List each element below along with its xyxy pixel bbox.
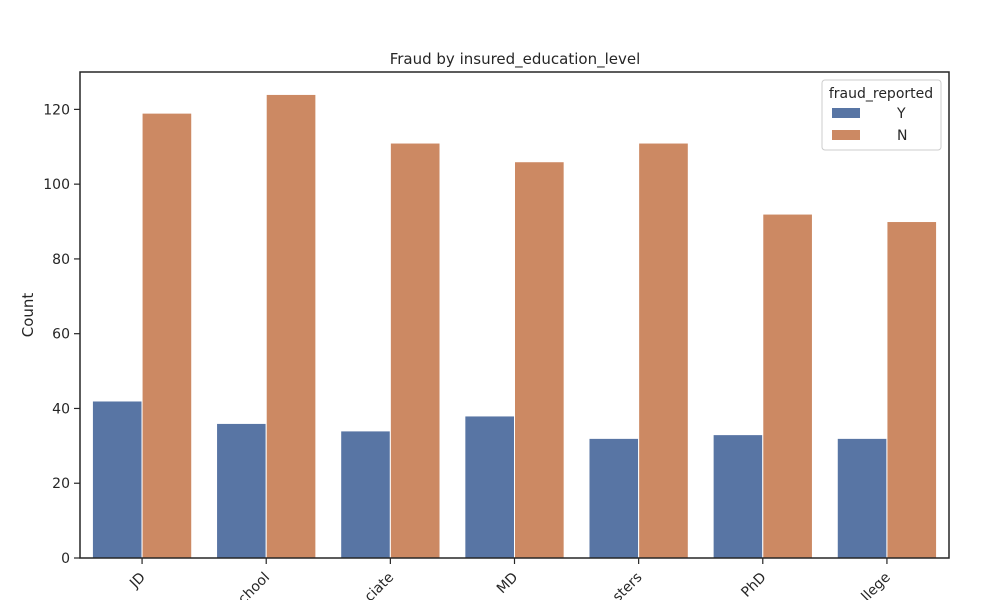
bar-N-md [514,161,565,559]
bar-Y-masters [588,437,640,559]
legend-label-Y: Y [896,106,906,122]
legend-label-N: N [897,128,907,144]
bar-Y-phd [712,434,764,559]
bar-N-high-school [265,93,317,559]
legend: fraud_reported YN [821,79,942,151]
y-tick-label: 20 [52,476,70,492]
legend-swatch-N [832,130,860,140]
x-tick-label: chool [235,570,273,600]
bar-N-masters [638,142,689,559]
y-tick-label: 100 [43,177,70,193]
x-tick-label: sters [610,570,646,600]
bar-Y-college [836,437,888,559]
y-tick-label: 0 [61,551,70,567]
x-tick-label: ciate [362,570,398,600]
y-tick-label: 80 [52,252,70,268]
bars-group [91,93,938,559]
x-tick-label: JD [126,570,149,593]
x-tick-label: MD [494,570,521,597]
legend-title: fraud_reported [829,86,933,102]
bar-Y-md [464,415,516,559]
y-axis: 0 20 40 60 80 100 120 [43,102,80,567]
bar-N-associate [389,142,441,559]
bar-Y-high-school [216,422,267,559]
y-tick-label: 120 [43,102,70,118]
y-tick-label: 60 [52,327,70,343]
legend-entries: YN [832,106,907,144]
chart-title: Fraud by insured_education_level [390,50,641,69]
x-tick-label: PhD [738,570,769,600]
bar-N-phd [762,213,813,559]
bar-Y-jd [91,400,143,559]
legend-swatch-Y [832,108,860,118]
x-axis: JD chool ciate MD sters PhD llege [126,558,894,600]
bar-N-jd [141,112,193,559]
bar-Y-associate [340,430,391,559]
bar-N-college [886,221,938,559]
y-axis-label: Count [19,293,37,338]
y-tick-label: 40 [52,401,70,417]
x-tick-label: llege [858,570,893,600]
plot-frame [79,71,950,559]
